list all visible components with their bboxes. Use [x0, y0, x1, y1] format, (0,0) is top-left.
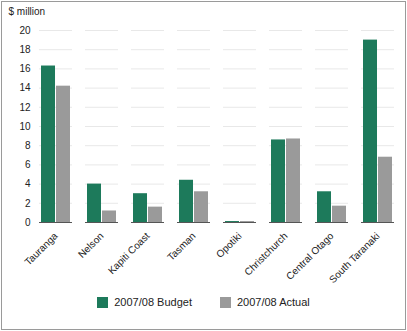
svg-text:12: 12: [19, 102, 31, 113]
svg-text:Tasman: Tasman: [165, 230, 198, 263]
svg-text:Christchurch: Christchurch: [242, 230, 289, 277]
svg-text:6: 6: [25, 159, 31, 170]
svg-text:4: 4: [25, 178, 31, 189]
svg-text:8: 8: [25, 140, 31, 151]
svg-text:Nelson: Nelson: [76, 230, 106, 260]
svg-text:2: 2: [25, 198, 31, 209]
html-text:2007/08 Actual: 2007/08 Actual: [236, 296, 310, 308]
html-text:2007/08 Budget: 2007/08 Budget: [114, 296, 192, 308]
svg-text:Kapiti Coast: Kapiti Coast: [106, 230, 152, 276]
svg-text:18: 18: [19, 44, 31, 55]
svg-text:Tauranga: Tauranga: [22, 230, 60, 268]
svg-text:South Taranaki: South Taranaki: [327, 230, 382, 285]
svg-text:0: 0: [25, 217, 31, 228]
svg-text:10: 10: [19, 121, 31, 132]
svg-text:Opotiki: Opotiki: [214, 230, 244, 260]
svg-text:$ million: $ million: [9, 6, 46, 17]
svg-text:Central Otago: Central Otago: [284, 230, 336, 282]
svg-text:14: 14: [19, 82, 31, 93]
svg-text:20: 20: [19, 25, 31, 36]
svg-text:16: 16: [19, 63, 31, 74]
